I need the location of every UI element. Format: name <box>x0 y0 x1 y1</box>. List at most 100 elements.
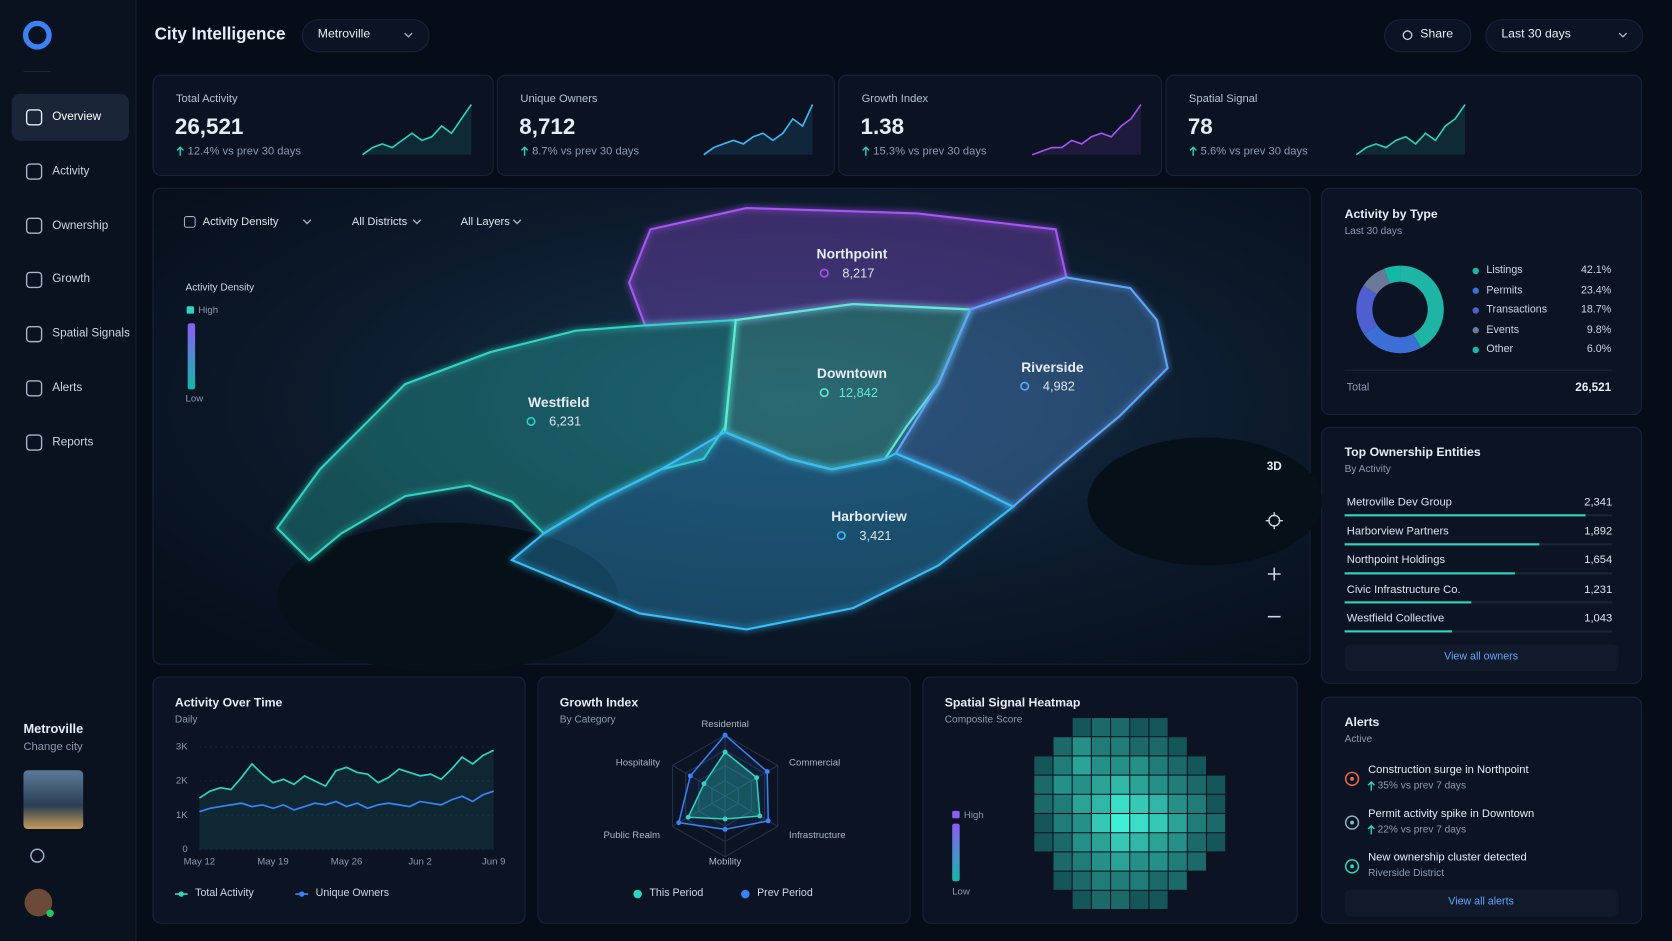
legend-label: Other <box>1486 343 1514 356</box>
nav-icon <box>25 163 43 180</box>
sparkline-area <box>1356 104 1466 155</box>
legend-dot <box>178 891 184 897</box>
alert-detail: Riverside District <box>1368 867 1445 880</box>
kpi-card <box>496 74 835 177</box>
heat-cell <box>1168 775 1187 794</box>
card-title: Spatial Signal Heatmap <box>944 696 1081 710</box>
map-filter-label[interactable]: All Districts <box>351 215 408 229</box>
view-alerts-label[interactable]: View all alerts <box>1448 896 1514 908</box>
kpi-value: 8,712 <box>519 114 576 140</box>
nav-label[interactable]: Growth <box>52 273 91 286</box>
heat-cell <box>1149 833 1168 852</box>
heat-cell <box>1168 756 1187 775</box>
heat-cell <box>1168 814 1187 833</box>
view-owners-button[interactable] <box>1344 644 1619 672</box>
range-label[interactable]: Last 30 days <box>1501 28 1571 41</box>
heat-cell <box>1111 833 1130 852</box>
kpi-label: Unique Owners <box>520 92 598 106</box>
card-subtitle: By Activity <box>1344 463 1391 476</box>
arrow-up-icon <box>176 146 184 156</box>
map-filter-label[interactable]: Activity Density <box>202 215 279 229</box>
heat-cell <box>1187 756 1206 775</box>
heat-cell <box>1091 814 1111 833</box>
zoom-in-icon <box>1267 567 1281 581</box>
nav-label[interactable]: Ownership <box>52 218 109 232</box>
view-3d[interactable]: 3D <box>1266 460 1282 474</box>
legend-label: This Period <box>649 887 704 900</box>
heat-cell <box>1034 814 1053 833</box>
alert-icon <box>1344 859 1360 874</box>
view-owners-label[interactable]: View all owners <box>1444 650 1519 663</box>
heat-cell <box>1207 794 1226 813</box>
alert-icon-dot <box>1350 820 1354 825</box>
owner-name: Northpoint Holdings <box>1346 553 1446 567</box>
kpi-card <box>152 74 494 177</box>
nav-label[interactable]: Overview <box>52 110 102 124</box>
heat-cell <box>1091 890 1111 909</box>
nav-label[interactable]: Alerts <box>52 381 83 395</box>
heat-cell <box>1091 871 1111 890</box>
map-filter-label[interactable]: All Layers <box>460 215 510 229</box>
card-title: Top Ownership Entities <box>1344 446 1481 460</box>
legend-swatch <box>952 810 960 819</box>
share-label[interactable]: Share <box>1420 28 1454 41</box>
card-title: Activity by Type <box>1344 208 1438 222</box>
heat-cell <box>1053 794 1072 813</box>
owners-card <box>1321 426 1643 684</box>
heat-cell <box>1149 871 1168 890</box>
nav-label[interactable]: Spatial Signals <box>52 327 130 341</box>
nav-icon <box>25 109 43 126</box>
heat-cell <box>1091 718 1111 737</box>
heat-cell <box>1168 871 1187 890</box>
nav-active[interactable] <box>11 93 130 141</box>
kpi-card <box>838 74 1163 177</box>
legend-scale <box>952 823 960 882</box>
range-select[interactable] <box>1485 19 1644 53</box>
heat-cell <box>1072 890 1091 909</box>
radar-point <box>722 826 728 832</box>
city-select[interactable] <box>301 19 430 53</box>
legend-dot <box>1472 346 1479 354</box>
avatar <box>24 888 53 917</box>
nav-label[interactable]: Activity <box>52 164 90 178</box>
heat-cell <box>1207 775 1226 794</box>
district-marker <box>819 388 829 398</box>
heat-cell <box>1130 871 1149 890</box>
total-value: 26,521 <box>1575 381 1612 395</box>
view-alerts-button[interactable] <box>1344 889 1619 917</box>
kpi-label: Total Activity <box>175 92 238 106</box>
legend-dot <box>1472 287 1479 294</box>
nav-icon <box>25 434 43 451</box>
card-subtitle: Active <box>1344 733 1373 745</box>
change-city[interactable]: Change city <box>23 740 83 753</box>
legend-value: 9.8% <box>1586 323 1612 336</box>
sparkline-area <box>362 104 472 155</box>
radar-label: Public Realm <box>603 829 661 841</box>
y-tick-label: 3K <box>175 740 188 752</box>
heat-cell <box>1149 718 1168 737</box>
city-select-label[interactable]: Metroville <box>317 28 371 41</box>
heat-cell <box>1072 852 1091 871</box>
heat-cell <box>1091 756 1111 775</box>
kpi-change: 12.4% vs prev 30 days <box>187 144 301 158</box>
legend-title: Activity Density <box>185 281 255 294</box>
bar <box>1344 543 1540 546</box>
legend-value: 23.4% <box>1580 284 1612 297</box>
heat-cell <box>1034 775 1053 794</box>
card-title: Activity Over Time <box>174 696 283 710</box>
legend-high: High <box>963 809 984 820</box>
heat-cell <box>1168 794 1187 813</box>
sparkline <box>1031 104 1142 156</box>
heat-cell <box>1149 737 1168 756</box>
x-tick-label: Jun 9 <box>481 856 506 867</box>
donut-segment <box>1399 265 1444 348</box>
heat-cell <box>1091 833 1111 852</box>
share-button[interactable] <box>1384 19 1472 53</box>
heat-cell <box>1187 775 1206 794</box>
nav-label[interactable]: Reports <box>52 435 94 449</box>
sparkline <box>703 104 814 156</box>
x-tick-label: May 26 <box>330 856 363 867</box>
